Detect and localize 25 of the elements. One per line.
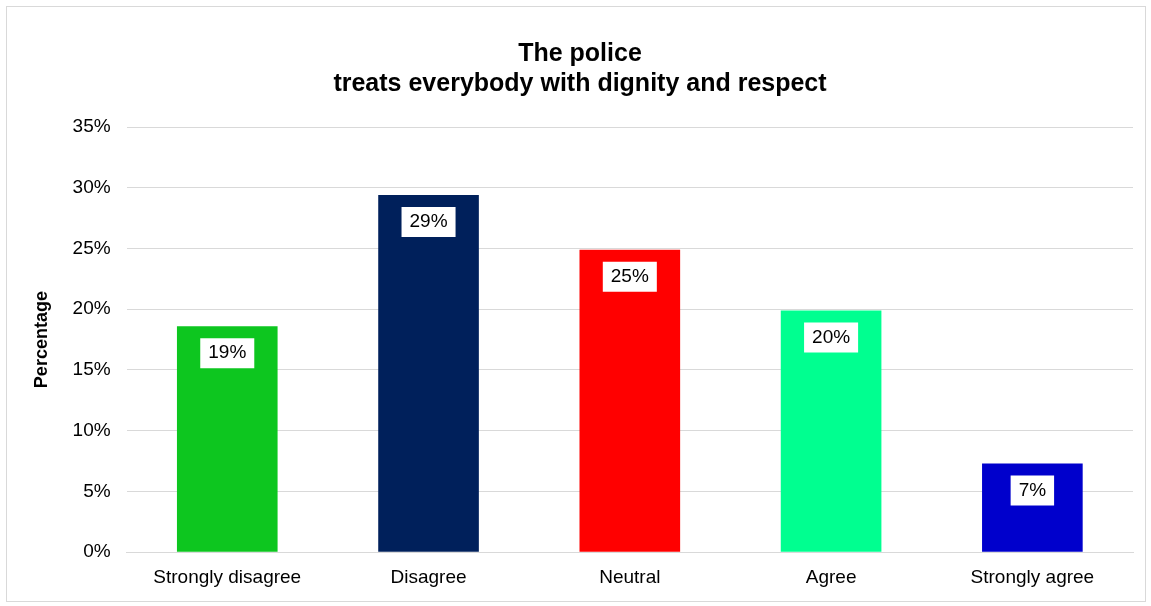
bar bbox=[176, 326, 278, 552]
bar bbox=[579, 249, 681, 552]
x-tick-label: Agree bbox=[805, 565, 857, 587]
data-label: 7% bbox=[1018, 478, 1047, 500]
y-tick-label: 10% bbox=[72, 418, 111, 440]
bar bbox=[378, 195, 479, 552]
y-tick-label: 15% bbox=[72, 358, 111, 380]
bar bbox=[780, 310, 882, 552]
x-tick-label: Neutral bbox=[599, 565, 661, 587]
y-tick-label: 30% bbox=[72, 175, 111, 197]
data-label: 20% bbox=[812, 325, 851, 347]
y-tick-label: 5% bbox=[83, 479, 111, 501]
x-tick-label: Strongly agree bbox=[970, 565, 1095, 587]
chart-title: The police treats everybody with dignity and respect bbox=[333, 37, 828, 96]
y-tick-label: 35% bbox=[72, 115, 111, 137]
y-tick-label: 20% bbox=[72, 297, 111, 319]
x-tick-label: Strongly disagree bbox=[153, 565, 302, 587]
bar bbox=[982, 463, 1083, 552]
x-tick-label: Disagree bbox=[390, 565, 467, 587]
y-axis-title: Percentage bbox=[30, 291, 51, 389]
y-tick-label: 0% bbox=[83, 540, 111, 562]
data-label: 29% bbox=[409, 210, 448, 232]
data-label: 25% bbox=[610, 264, 649, 286]
data-label: 19% bbox=[208, 341, 247, 363]
y-tick-label: 25% bbox=[72, 236, 111, 258]
